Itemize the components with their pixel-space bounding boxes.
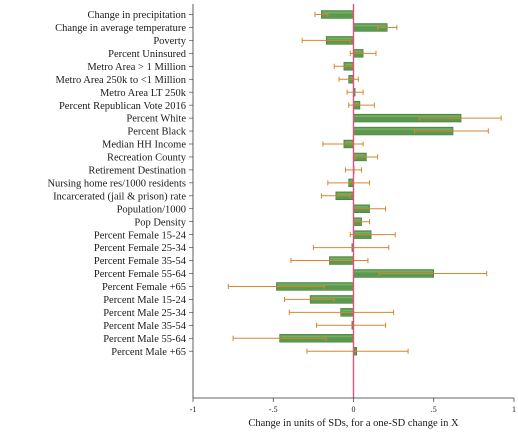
x-tick-label: -.5: [269, 405, 278, 414]
category-label: Percent Uninsured: [108, 49, 187, 60]
category-label: Percent White: [126, 114, 186, 125]
category-label: Metro Area > 1 Million: [87, 62, 186, 73]
error-bar: [288, 309, 395, 315]
error-bar: [348, 102, 375, 108]
error-bar: [349, 232, 396, 238]
bar-highlight: [354, 24, 387, 27]
category-label: Percent Republican Vote 2016: [59, 101, 186, 112]
category-label: Pop Density: [134, 217, 186, 228]
category-label: Percent Female 35-54: [94, 256, 187, 267]
bar-highlight: [349, 76, 353, 79]
x-axis: -1 -.5 0 .5 1: [190, 397, 516, 414]
x-tick-label: 1: [512, 405, 516, 414]
bar-highlight: [354, 154, 366, 156]
bar-highlight: [280, 335, 353, 338]
category-label: Percent Female 15-24: [94, 230, 187, 241]
bar-highlight: [327, 37, 353, 40]
category-label: Percent Male 55-64: [103, 334, 187, 345]
error-bar: [314, 11, 329, 18]
category-label: Percent Male 25-34: [103, 308, 187, 319]
error-bar: [418, 115, 502, 121]
error-bar: [301, 37, 351, 43]
bar-highlight: [311, 296, 353, 299]
category-label: Nursing home res/1000 residents: [47, 178, 186, 189]
bar-highlight: [344, 63, 353, 66]
error-bar: [283, 296, 335, 302]
category-label: Poverty: [153, 36, 186, 47]
error-bar: [377, 24, 398, 31]
error-bar: [316, 322, 387, 328]
x-axis-title: Change in units of SDs, for a one-SD cha…: [248, 418, 459, 429]
error-bars-group: [227, 11, 502, 354]
bar-highlight: [330, 257, 353, 260]
category-label: Percent Male 15-24: [103, 295, 187, 306]
error-bar: [378, 270, 488, 277]
error-bar: [338, 76, 359, 82]
category-label: Retirement Destination: [88, 166, 186, 177]
error-bar: [322, 141, 364, 147]
error-bar: [349, 50, 377, 56]
error-bar: [354, 154, 379, 160]
category-label: Metro Area 250k to <1 Million: [56, 75, 187, 86]
category-label: Percent Male +65: [111, 347, 186, 358]
error-bar: [312, 245, 390, 251]
x-tick-label: -1: [190, 405, 197, 414]
category-labels: Change in precipitation Change in average…: [47, 10, 193, 358]
category-label: Percent Male 35-54: [103, 321, 187, 332]
category-label: Metro Area LT 250k: [100, 88, 187, 99]
error-bar: [306, 348, 409, 354]
bar-highlight: [354, 115, 461, 117]
category-label: Population/1000: [117, 204, 186, 215]
category-label: Percent Female 55-64: [94, 269, 187, 280]
bar-highlight: [349, 180, 353, 182]
error-bar: [327, 180, 371, 186]
bar-highlight: [354, 270, 433, 273]
error-bar: [320, 193, 351, 199]
bar-highlight: [336, 193, 353, 195]
bar-highlight: [322, 11, 353, 14]
category-label: Change in average temperature: [55, 23, 186, 34]
category-label: Percent Female 25-34: [94, 243, 187, 254]
error-bar: [413, 128, 489, 134]
bar-highlight: [354, 219, 361, 221]
bar-highlight: [354, 102, 359, 105]
error-bar: [346, 89, 364, 95]
bar-highlight: [354, 50, 363, 53]
category-label: Incarcerated (jail & prison) rate: [53, 191, 186, 202]
category-label: Recreation County: [107, 153, 187, 164]
bar-highlight: [354, 231, 371, 234]
error-bar: [227, 283, 326, 290]
error-bar: [290, 257, 369, 264]
bar-highlight: [344, 141, 353, 143]
category-label: Change in precipitation: [87, 10, 186, 21]
bar-highlight: [354, 206, 369, 208]
category-label: Median HH Income: [102, 140, 186, 151]
bar-highlight: [341, 309, 353, 312]
bar-highlight: [354, 128, 453, 130]
bar-highlight: [277, 283, 353, 286]
x-tick-label: 0: [352, 405, 356, 414]
error-bar: [232, 335, 327, 341]
category-label: Percent Black: [127, 127, 186, 138]
x-tick-label: .5: [431, 405, 437, 414]
category-label: Percent Female +65: [102, 282, 186, 293]
